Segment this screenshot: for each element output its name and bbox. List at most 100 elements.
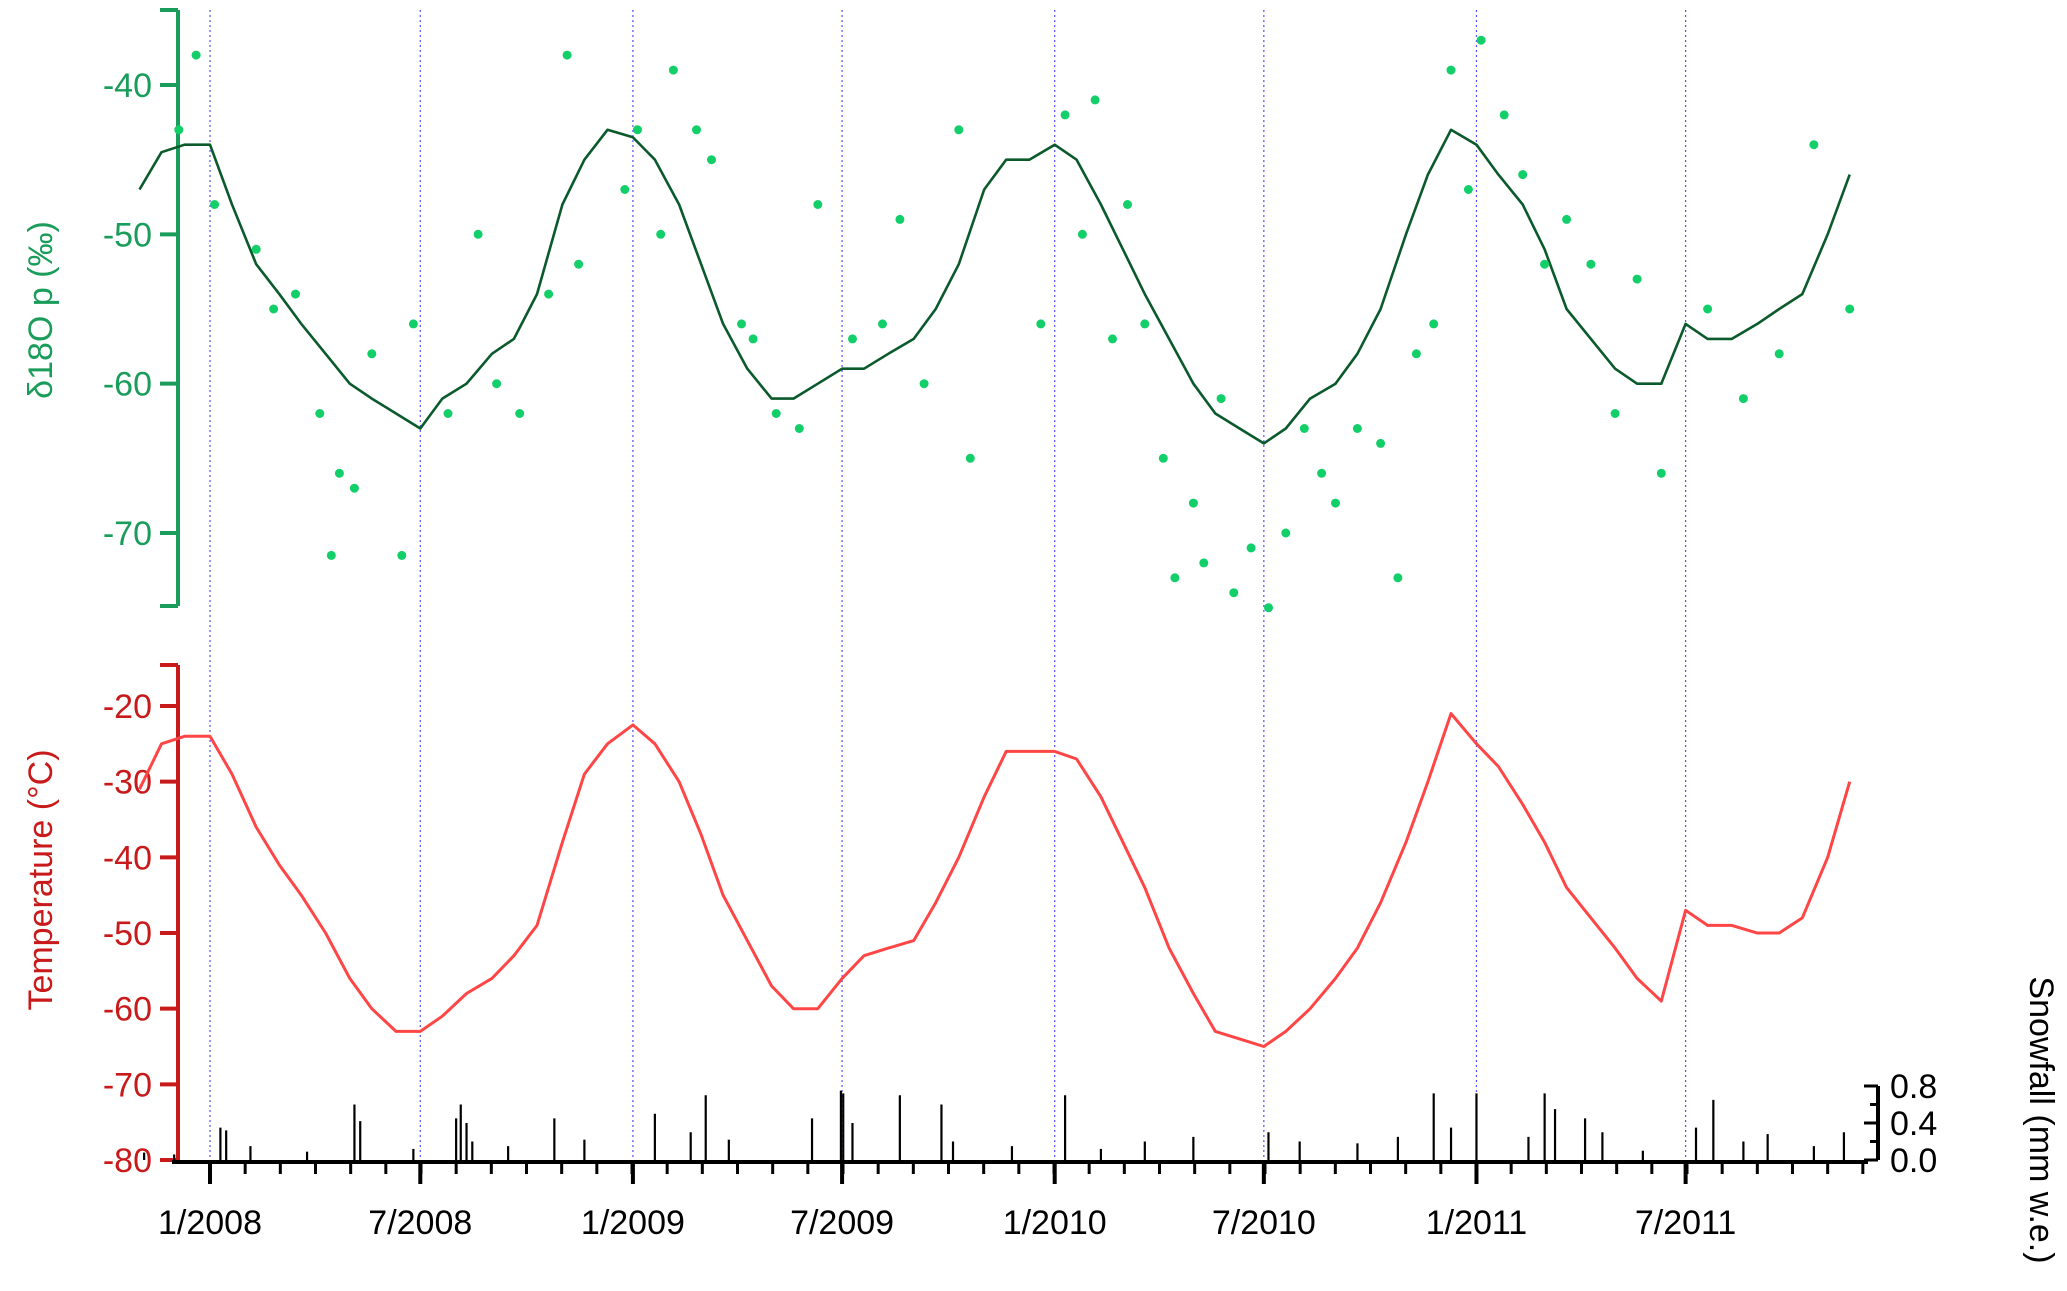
isotope-point [794,424,804,433]
temperature-series-line [138,712,1852,1048]
isotope-point [1123,200,1132,209]
isotope-point [291,289,300,299]
isotope-point [1036,319,1046,329]
isotope-point [1476,35,1486,45]
x-tick-label: 1/2010 [1003,1204,1107,1242]
isotope-point [334,468,344,478]
temperature-y-tick-label: -50 [103,915,152,953]
isotope-point [1140,319,1150,329]
isotope-point [174,125,184,135]
isotope-point [1393,573,1403,583]
isotope-point [210,200,220,209]
isotope-point [1299,424,1309,433]
isotope-y-label: δ18O p (‰) [22,221,60,399]
isotope-point [1352,424,1362,433]
temperature-y-tick-label: -70 [103,1066,152,1104]
isotope-point [1656,468,1666,478]
isotope-point [1060,110,1070,120]
isotope-point [707,155,716,165]
isotope-point [1376,438,1386,448]
isotope-point [848,334,857,344]
isotope-point [1738,394,1748,404]
x-axis: 1/2008 7/2008 1/2009 7/2009 1/2010 7/2010 1/20… [158,1160,1868,1242]
isotope-point [544,289,554,299]
isotope-point [574,259,584,269]
isotope-point [1610,409,1620,418]
x-tick-label: 1/2009 [581,1204,685,1242]
isotope-point [269,304,279,314]
snowfall-y-tick-label: 0.0 [1890,1142,1937,1180]
x-tick-label: 1/2011 [1426,1204,1527,1242]
isotope-point [1774,349,1784,359]
isotope-point [443,409,453,418]
isotope-point [1562,214,1572,224]
isotope-point [1158,453,1168,463]
isotope-series-line [138,128,1851,445]
isotope-point [771,409,781,418]
isotope-point [1281,528,1291,538]
isotope-point [1170,573,1180,583]
isotope-point [1809,140,1819,150]
isotope-point [1264,603,1273,613]
snowfall-y-tick-label: 0.4 [1890,1105,1937,1143]
isotope-point [1586,259,1596,269]
temperature-y-tick-label: -20 [103,688,152,726]
isotope-point [349,483,359,493]
isotope-point [656,229,666,239]
isotope-point [748,334,758,344]
isotope-point [633,125,642,135]
isotope-point [1331,498,1340,508]
isotope-point [1229,588,1239,598]
snowfall-y-tick-label: 0.8 [1890,1068,1937,1106]
isotope-y-tick-label: -50 [103,216,152,254]
isotope-point [397,550,407,560]
isotope-point [954,125,964,135]
isotope-point [1845,304,1855,314]
isotope-point [1199,558,1209,568]
isotope-point [919,379,929,389]
x-tick-label: 7/2008 [368,1204,472,1242]
isotope-point [367,349,377,359]
isotope-point [1429,319,1439,329]
grid-layer [209,10,1687,1160]
isotope-point [737,319,746,329]
isotope-point [473,229,483,239]
isotope-panel: -40 -50 -60 -70 δ18O p (‰) [22,8,1855,613]
isotope-point [965,453,975,463]
isotope-point [1411,349,1421,359]
isotope-point [895,214,905,224]
isotope-point [191,50,201,60]
snowfall-panel: 0.00.40.8 Snowfall (mm w.e.) [143,976,2060,1264]
isotope-point [1632,274,1642,284]
snowfall-y-label: Snowfall (mm w.e.) [2022,976,2060,1263]
x-tick-label: 7/2009 [790,1204,894,1242]
isotope-y-tick-label: -40 [103,67,152,105]
temperature-y-label: Temperature (°C) [22,749,60,1010]
isotope-point [251,244,261,254]
isotope-point [1188,498,1198,508]
isotope-point [315,409,325,418]
isotope-point [813,200,823,209]
isotope-point [1246,543,1256,553]
isotope-point [326,550,336,560]
isotope-point [668,65,678,75]
isotope-point [1216,394,1226,404]
isotope-point [1090,95,1100,105]
isotope-point [515,409,525,418]
isotope-y-tick-label: -70 [103,515,152,553]
temperature-y-tick-label: -30 [103,764,152,802]
isotope-point [492,379,502,389]
temperature-y-tick-label: -80 [103,1142,152,1180]
isotope-point [1518,170,1528,180]
isotope-y-tick-label: -60 [103,366,152,404]
temperature-y-tick-label: -60 [103,991,152,1029]
temperature-y-tick-label: -40 [103,839,152,877]
isotope-point [1446,65,1456,75]
isotope-point [1317,468,1327,478]
isotope-point [1077,229,1087,239]
isotope-point [1540,259,1550,269]
isotope-point [1499,110,1509,120]
isotope-point [620,185,630,194]
